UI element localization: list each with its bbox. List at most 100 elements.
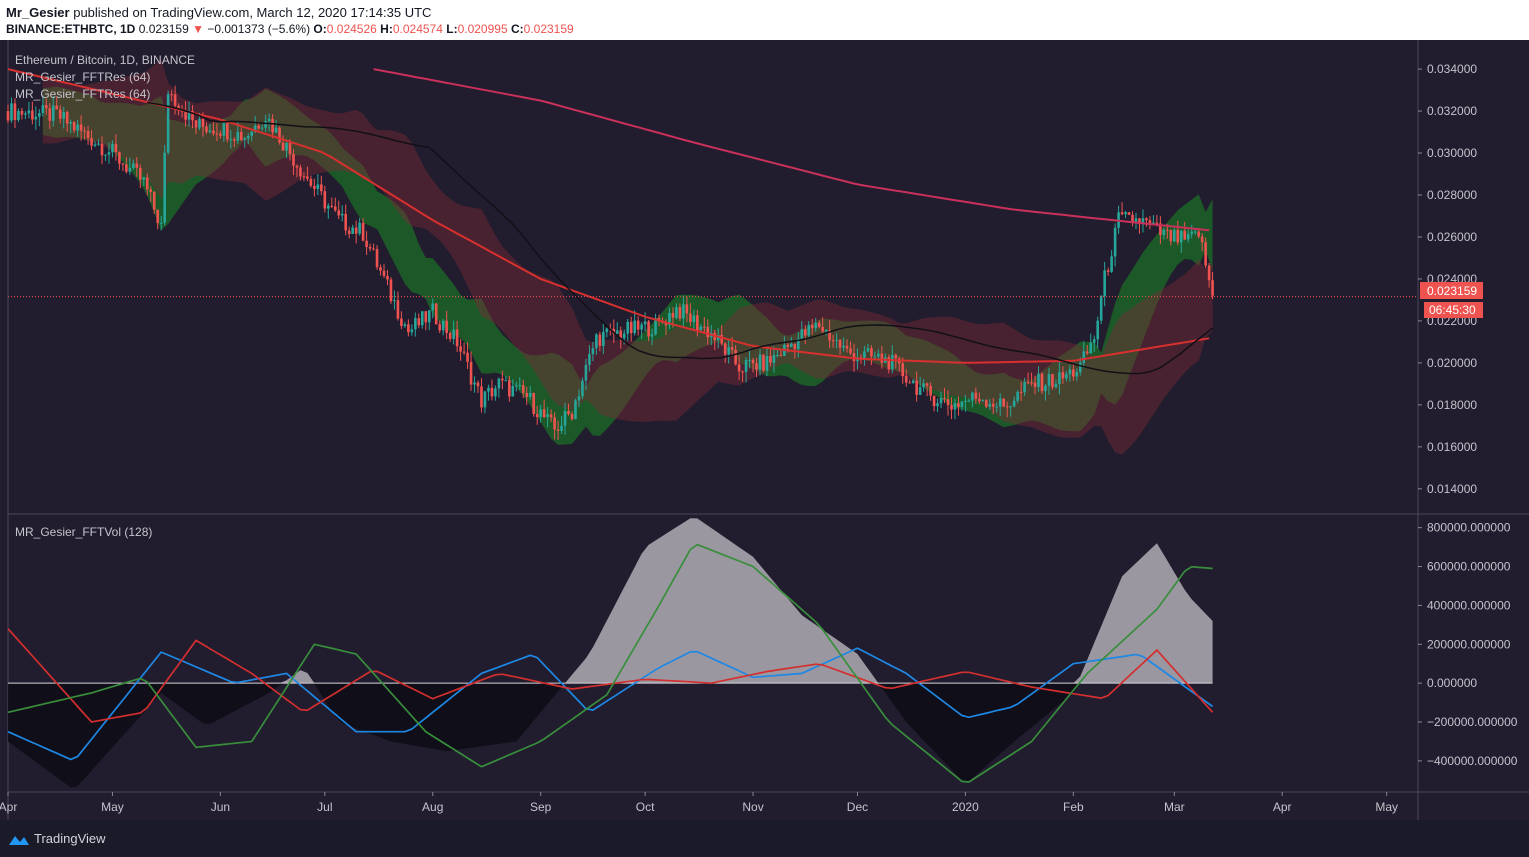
countdown-badge [1424,302,1483,318]
close-value: 0.023159 [523,22,574,36]
candle-body [236,131,240,141]
candle-body [1141,218,1145,224]
candle-body [1127,212,1131,215]
candle-body [612,328,616,334]
candle-body [845,345,849,349]
candle-body [786,344,790,347]
candle-body [201,119,205,127]
candle-body [93,144,97,146]
candle-body [1054,383,1058,388]
candle-body [142,177,146,180]
candle-body [1159,223,1162,235]
candle-body [699,326,703,330]
candle-body [396,300,400,319]
candle-body [20,110,24,115]
candle-body [1106,270,1110,272]
candle-body [678,307,682,319]
candle-body [159,222,163,224]
candle-body [1200,236,1204,243]
ma-pink-line [373,68,1210,232]
candle-body [145,177,149,190]
candle-body [246,135,250,139]
candle-body [375,248,379,268]
x-tick-label: Feb [1063,800,1084,814]
candle-body [981,400,985,402]
candle-body [288,142,292,154]
chart-svg[interactable]: Apr May Jun Jul Aug Sep Oct Nov Dec 2020 Feb Mar Apr… [0,40,1529,820]
candle-body [998,398,1002,407]
candle-body [44,105,48,109]
candle-body [692,315,696,323]
candle-body [114,143,118,153]
candle-body [776,354,779,356]
ma-red-line [7,68,1210,364]
candle-body [769,356,772,363]
candle-body [654,318,657,335]
candle-body [55,105,59,110]
candle-body [953,403,957,410]
candle-body [755,363,758,370]
candle-body [58,109,62,119]
candle-body [166,94,170,153]
vol-tick-label: −400000.000000 [1427,754,1518,768]
candle-body [121,163,125,165]
chart-area[interactable]: Apr May Jun Jul Aug Sep Oct Nov Dec 2020 Feb Mar Apr… [0,40,1529,820]
candle-body [643,321,647,325]
candle-body [964,400,967,402]
candle-body [72,121,76,131]
candle-body [1145,218,1148,221]
candle-body [702,326,706,328]
candle-body [1089,342,1093,354]
volume-area-positive [8,518,1213,684]
price-change: −0.001373 (−5.6%) [207,22,311,36]
candle-body [957,403,960,407]
candle-body [306,176,309,179]
candle-body [946,399,950,406]
open-value: 0.024526 [326,22,377,36]
candle-body [31,110,34,120]
footer-brand[interactable]: TradingView [34,831,106,846]
candle-body [497,378,501,389]
candle-body [925,383,929,386]
candle-body [309,178,313,186]
candle-body [929,385,932,396]
candle-body [347,230,351,234]
low-value: 0.020995 [457,22,508,36]
author-name[interactable]: Mr_Gesier [6,5,70,20]
candle-body [1044,385,1047,392]
candle-body [260,127,264,129]
candle-body [647,321,650,337]
candle-body [542,409,546,418]
x-tick-label: Mar [1164,800,1185,814]
oscillator-line-3 [7,543,1213,783]
candle-body [852,353,856,362]
candle-body [807,324,811,336]
x-tick-label: Jun [211,800,230,814]
candle-body [368,246,372,249]
candle-body [173,94,177,106]
candle-body [706,326,710,338]
candle-body [62,111,66,119]
candle-body [1176,229,1180,243]
candle-body [466,352,469,362]
candle-body [205,126,208,132]
candle-body [723,343,727,355]
candle-body [685,304,689,314]
candle-body [1124,212,1127,215]
vol-tick-label: 400000.000000 [1427,598,1511,612]
candle-body [535,414,539,417]
candle-body [354,227,358,234]
candle-body [386,275,389,280]
candle-body [69,121,72,124]
candle-body [546,414,549,418]
candle-body [936,403,939,407]
candle-body [372,248,375,250]
candle-body [340,213,344,216]
candle-body [379,267,382,271]
candle-body [1096,320,1100,340]
candle-body [796,338,800,350]
candle-body [1113,227,1117,257]
candle-body [605,328,609,332]
candle-body [950,405,953,410]
candle-body [974,392,978,399]
